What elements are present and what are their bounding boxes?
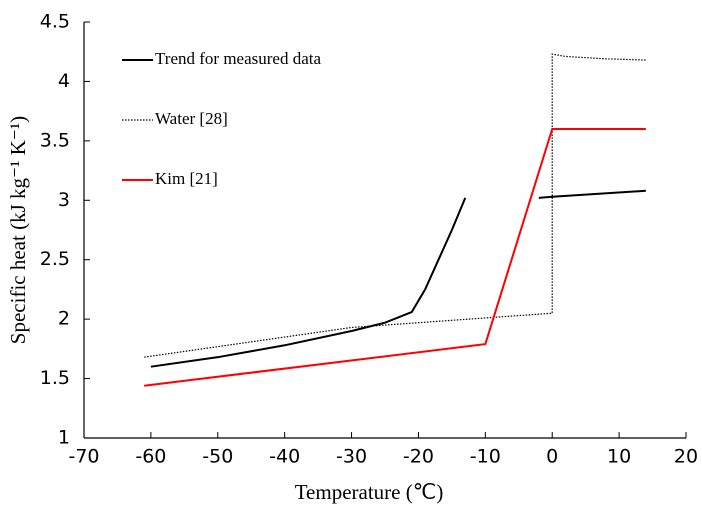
y-tick-label: 3	[58, 189, 70, 211]
x-tick-label: -50	[202, 446, 233, 468]
x-axis-label: Temperature (℃)	[295, 480, 444, 504]
y-tick-label: 2.5	[40, 248, 70, 270]
x-tick-label: 0	[546, 446, 558, 468]
legend-label: Trend for measured data	[155, 49, 321, 68]
x-tick-label: -60	[135, 446, 166, 468]
legend-label: Kim [21]	[155, 169, 218, 188]
x-tick-label: -20	[403, 446, 434, 468]
x-tick-label: 20	[674, 446, 698, 468]
series-line	[144, 127, 646, 387]
y-tick-label: 1	[58, 427, 70, 449]
y-tick-label: 4	[58, 70, 70, 92]
x-tick-label: 10	[607, 446, 631, 468]
y-tick-label: 3.5	[40, 129, 70, 151]
x-tick-label: -10	[470, 446, 501, 468]
series-line	[144, 53, 646, 358]
y-tick-label: 2	[58, 308, 70, 330]
x-tick-label: -70	[68, 446, 99, 468]
legend-label: Water [28]	[155, 109, 228, 128]
x-tick-label: -40	[269, 446, 300, 468]
y-tick-label: 1.5	[40, 367, 70, 389]
y-axis-label: Specific heat (kJ kg⁻¹ K⁻¹)	[6, 116, 30, 344]
x-tick-label: -30	[336, 446, 367, 468]
series-line	[150, 189, 646, 368]
y-tick-label: 4.5	[40, 11, 70, 33]
